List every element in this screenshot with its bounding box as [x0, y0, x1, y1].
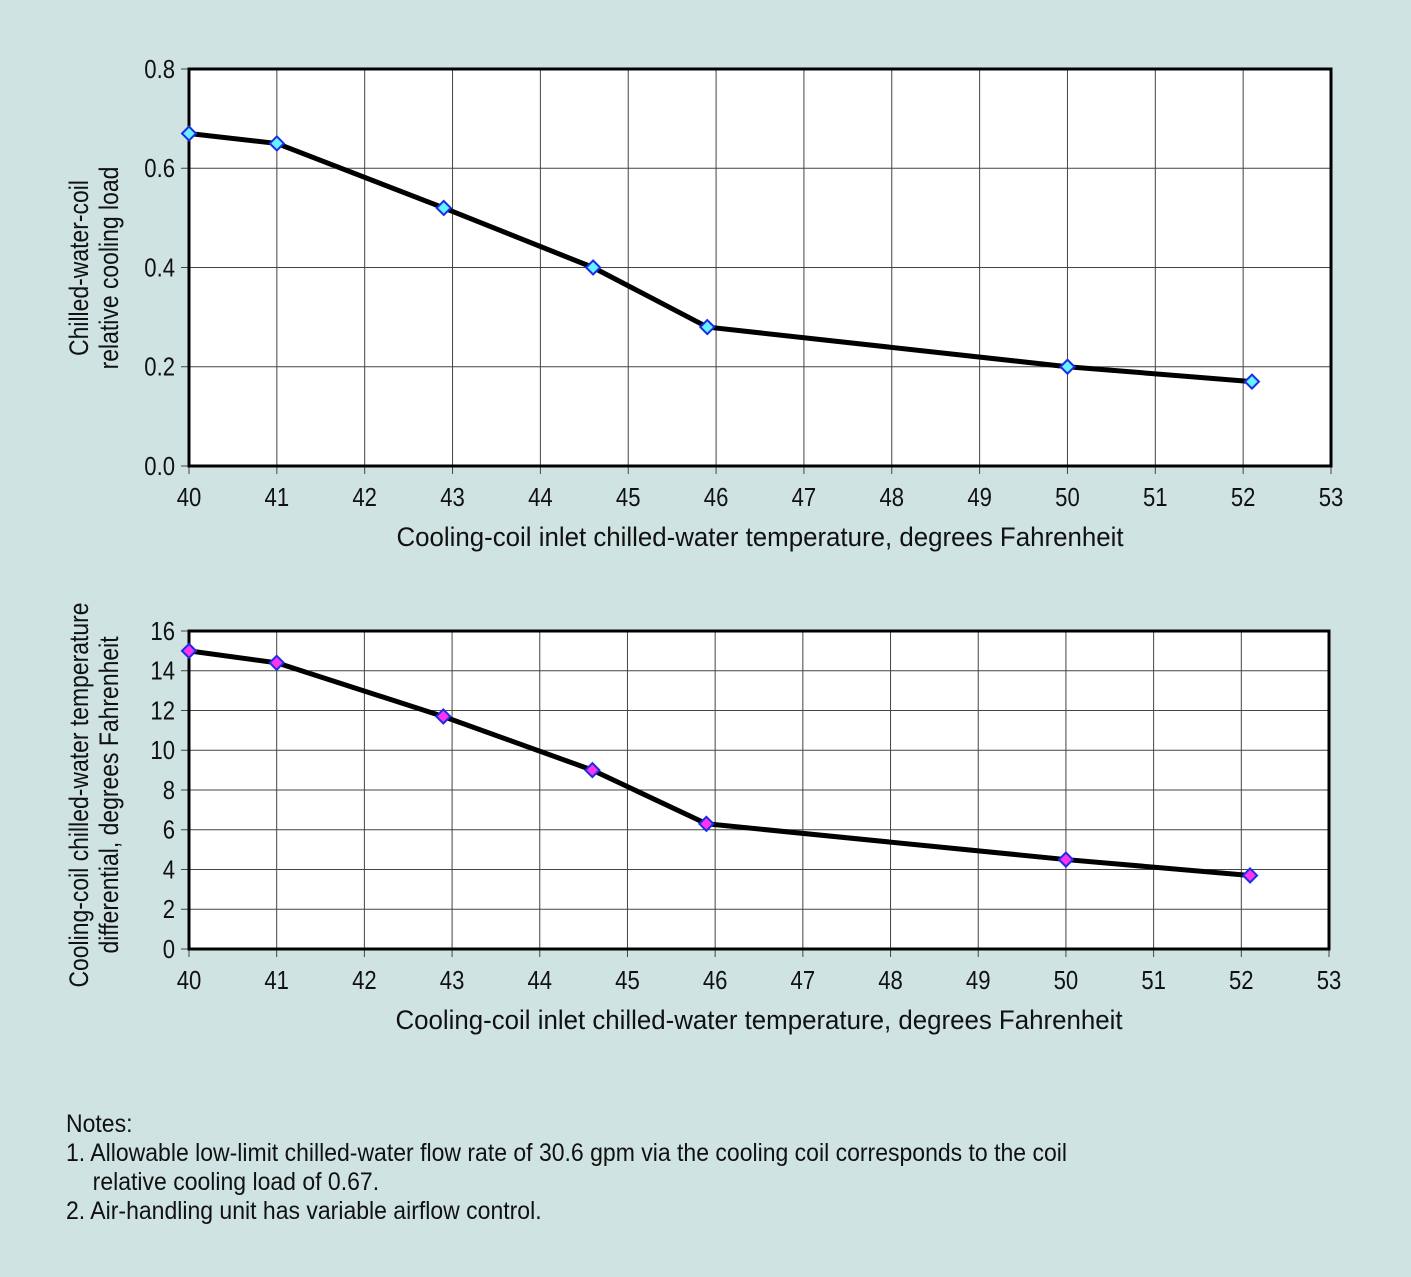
note-1-continued: relative cooling load of 0.67. [92, 1168, 380, 1196]
x-tick-label: 53 [1317, 966, 1342, 995]
y-axis-label: Cooling-coil chilled-water temperature [64, 602, 94, 987]
x-axis-label: Cooling-coil inlet chilled-water tempera… [396, 1005, 1123, 1035]
y-tick-label: 2 [163, 896, 175, 925]
note-2: 2. Air-handling unit has variable airflo… [66, 1197, 542, 1225]
data-point [180, 642, 198, 660]
y-tick-label: 0.0 [144, 452, 175, 481]
y-tick-label: 4 [163, 856, 175, 885]
data-point [268, 654, 286, 672]
data-point [1241, 867, 1259, 884]
y-tick-label: 6 [163, 816, 175, 845]
x-tick-label: 53 [1319, 483, 1344, 512]
x-tick-label: 51 [1141, 966, 1166, 995]
y-axis-label: Chilled-water-coil [64, 180, 94, 356]
chart-2: 40 41 42 43 44 45 46 47 48 49 50 51 52 53024681012141… [64, 602, 1341, 1035]
x-tick-label: 45 [615, 966, 640, 995]
y-tick-label: 0.4 [144, 254, 175, 283]
data-point [1059, 358, 1076, 376]
data-point [697, 815, 715, 833]
x-tick-label: 43 [440, 483, 465, 512]
x-tick-label: 46 [704, 483, 729, 512]
x-tick-label: 48 [879, 483, 904, 512]
x-tick-label: 42 [352, 966, 377, 995]
x-tick-label: 50 [1054, 966, 1079, 995]
x-tick-label: 42 [352, 483, 377, 512]
note-1: 1. Allowable low-limit chilled-water flo… [66, 1139, 1067, 1167]
data-point [180, 125, 198, 142]
y-tick-label: 0.6 [144, 155, 175, 184]
y-axis-label: differential, degrees Fahrenheit [94, 636, 124, 953]
data-point [434, 708, 452, 725]
x-tick-label: 49 [967, 483, 992, 512]
data-point [268, 135, 286, 152]
data-point [583, 761, 601, 779]
y-tick-label: 12 [150, 697, 175, 726]
y-tick-label: 0.2 [144, 353, 175, 382]
data-point [698, 318, 716, 336]
y-tick-label: 0 [163, 935, 175, 964]
x-tick-label: 47 [792, 483, 817, 512]
x-tick-label: 44 [527, 966, 552, 995]
x-axis-label: Cooling-coil inlet chilled-water tempera… [397, 522, 1124, 552]
y-tick-label: 0.8 [144, 55, 175, 84]
x-tick-label: 52 [1229, 966, 1254, 995]
chart-1: 40 41 42 43 44 45 46 47 48 49 50 51 52 53 0.0 0.2 0.4 0.6… [64, 55, 1343, 552]
notes: Notes: 1. Allowable low-limit chilled-wa… [66, 1110, 1067, 1226]
x-tick-label: 46 [703, 966, 728, 995]
data-point [1243, 373, 1261, 391]
y-tick-label: 10 [150, 737, 175, 766]
data-point [1057, 851, 1075, 868]
x-tick-label: 40 [177, 966, 202, 995]
x-tick-label: 41 [265, 483, 290, 512]
data-point [435, 199, 453, 217]
y-tick-label: 8 [163, 776, 175, 805]
x-tick-label: 41 [264, 966, 289, 995]
x-tick-label: 45 [616, 483, 641, 512]
x-tick-label: 50 [1055, 483, 1080, 512]
plot-border [187, 629, 1331, 951]
plot-border [187, 67, 1333, 468]
x-tick-label: 40 [177, 483, 202, 512]
y-tick-label: 14 [150, 657, 175, 686]
x-tick-label: 48 [878, 966, 903, 995]
x-tick-label: 51 [1143, 483, 1168, 512]
x-tick-label: 49 [966, 966, 991, 995]
x-tick-label: 43 [440, 966, 465, 995]
x-tick-label: 47 [791, 966, 816, 995]
x-tick-label: 44 [528, 483, 553, 512]
y-tick-label: 16 [150, 617, 175, 646]
x-tick-label: 52 [1231, 483, 1256, 512]
notes-title: Notes: [66, 1110, 133, 1138]
y-axis-label: relative cooling load [94, 167, 124, 370]
data-point [584, 259, 602, 276]
